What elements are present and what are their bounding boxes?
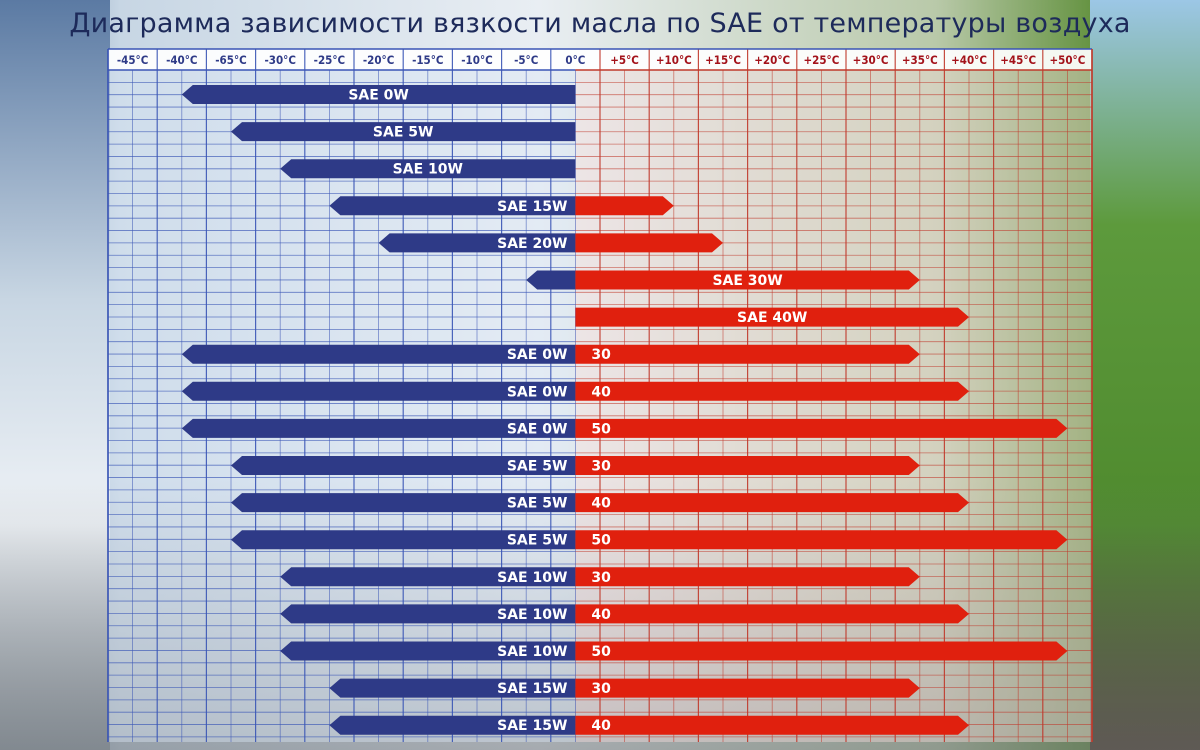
bar-hot-segment	[575, 604, 969, 624]
bar-hot-segment	[575, 641, 1068, 661]
bar-cold-segment	[329, 715, 576, 735]
bar-cold-segment	[280, 641, 576, 661]
x-tick-label: +30°C	[853, 53, 889, 67]
bar-hot-label: 30	[591, 459, 611, 475]
bar-hot-label: 30	[591, 570, 611, 586]
bar-label: SAE 10W	[497, 570, 567, 586]
bar-label: SAE 0W	[507, 421, 568, 437]
bar-label: SAE 5W	[507, 459, 568, 475]
bar-hot-label: 50	[591, 421, 611, 437]
bar-cold-segment	[329, 196, 576, 216]
x-tick-label: -20°C	[363, 53, 394, 67]
x-tick-label: -40°C	[166, 53, 197, 67]
x-tick-label: -45°C	[117, 53, 148, 67]
bar-hot-segment	[575, 307, 969, 327]
bar-hot-segment	[575, 567, 920, 587]
x-tick-label: +5°C	[610, 53, 639, 67]
cold-zone	[108, 70, 576, 742]
bar-hot-label: 30	[591, 347, 611, 363]
bar-hot-segment	[575, 381, 969, 401]
bar-cold-segment	[280, 567, 576, 587]
x-tick-label: -65°C	[215, 53, 246, 67]
bar-hot-segment	[575, 233, 723, 253]
bar-cold-segment	[181, 381, 576, 401]
bar-hot-segment	[575, 196, 674, 216]
bar-label: SAE 5W	[373, 125, 434, 141]
bar-hot-segment	[575, 270, 920, 290]
bar-hot-label: 40	[591, 607, 611, 623]
x-tick-label: -25°C	[314, 53, 345, 67]
bar-label: SAE 5W	[507, 533, 568, 549]
bar-label: SAE 0W	[507, 384, 568, 400]
bar-label: SAE 15W	[497, 718, 567, 734]
bar-hot-label: 50	[591, 533, 611, 549]
bar-label: SAE 40W	[737, 310, 807, 326]
bar-hot-label: 40	[591, 384, 611, 400]
x-tick-label: -30°C	[264, 53, 295, 67]
bar-label: SAE 0W	[507, 347, 568, 363]
bar-label: SAE 10W	[497, 607, 567, 623]
bar-hot-segment	[575, 715, 969, 735]
bar-cold-segment	[181, 344, 576, 364]
x-tick-label: +50°C	[1049, 53, 1085, 67]
bar-label: SAE 15W	[497, 199, 567, 215]
bar-cold-segment	[181, 85, 576, 104]
bar-cold-segment	[378, 233, 576, 253]
bar-label: SAE 10W	[393, 162, 463, 178]
bar-cold-segment	[526, 270, 576, 290]
bar-label: SAE 20W	[497, 236, 567, 252]
bar-hot-segment	[575, 530, 1068, 550]
bar-hot-label: 40	[591, 718, 611, 734]
bar-hot-segment	[575, 418, 1068, 438]
x-tick-label: -15°C	[412, 53, 443, 67]
bar-cold-segment	[231, 456, 576, 475]
x-tick-label: +45°C	[1000, 53, 1036, 67]
bar-hot-label: 50	[591, 644, 611, 660]
bar-cold-segment	[231, 122, 576, 142]
x-tick-label: 0°C	[565, 53, 585, 67]
bar-cold-segment	[231, 530, 576, 550]
bar-cold-segment	[329, 678, 576, 698]
bar-label: SAE 0W	[348, 88, 409, 104]
bar-label: SAE 10W	[497, 644, 567, 660]
bar-hot-segment	[575, 678, 920, 698]
x-tick-label: +10°C	[656, 53, 692, 67]
x-tick-label: -5°C	[514, 53, 538, 67]
chart-title: Диаграмма зависимости вязкости масла по …	[69, 8, 1131, 39]
x-tick-label: -10°C	[461, 53, 492, 67]
bar-label: SAE 5W	[507, 496, 568, 512]
bar-hot-label: 40	[591, 496, 611, 512]
x-tick-label: +25°C	[803, 53, 839, 67]
x-tick-label: +35°C	[902, 53, 938, 67]
bar-cold-segment	[231, 493, 576, 513]
bar-label: SAE 30W	[712, 273, 782, 289]
bar-cold-segment	[280, 604, 576, 624]
x-tick-label: +40°C	[951, 53, 987, 67]
bar-hot-segment	[575, 493, 969, 513]
x-tick-label: +15°C	[705, 53, 741, 67]
x-tick-label: +20°C	[754, 53, 790, 67]
bar-hot-segment	[575, 344, 920, 364]
bar-cold-segment	[181, 418, 576, 438]
warm-zone	[575, 70, 1092, 742]
bar-cold-segment	[280, 159, 576, 179]
bar-hot-segment	[575, 456, 920, 475]
bar-hot-label: 30	[591, 681, 611, 697]
bar-label: SAE 15W	[497, 681, 567, 697]
